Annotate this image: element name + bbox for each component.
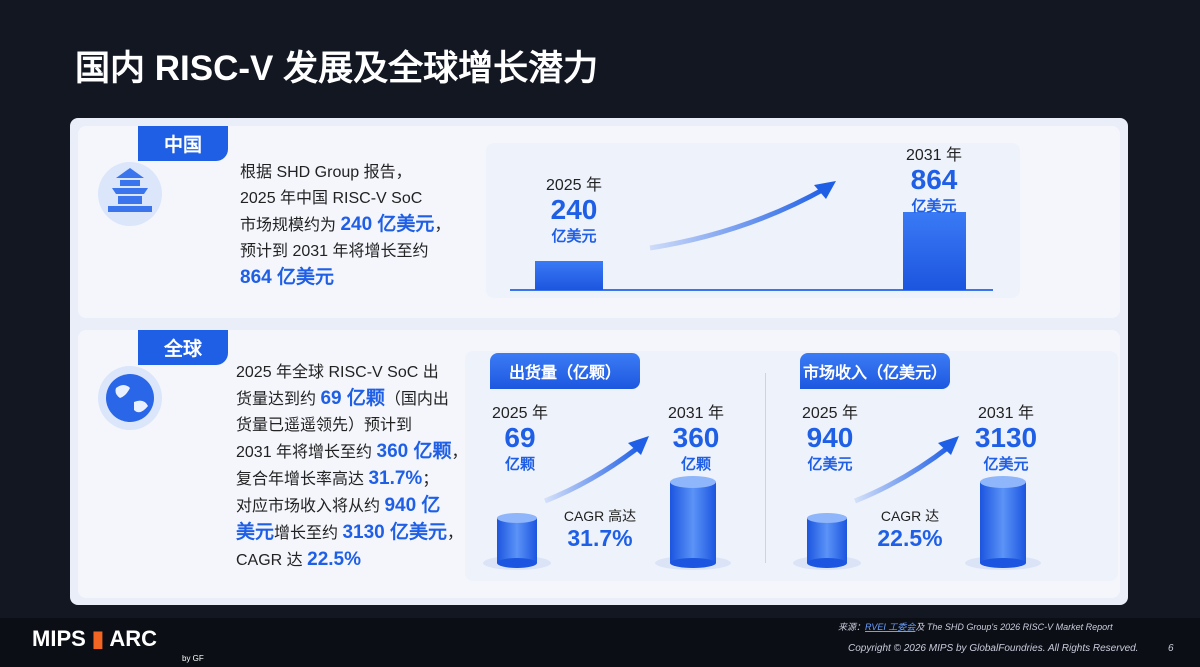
global-row: 全球 2025 年全球 RISC-V SoC 出货量达到约 69 亿颗（国内出货…	[78, 330, 1120, 598]
value: 940	[806, 422, 854, 453]
cagr-value: 22.5%	[877, 525, 943, 551]
global-panels: 出货量（亿颗） 2025 年 69 亿颗 2031 年 360 亿颗 CAGR 高达 31.7…	[465, 351, 1118, 581]
panel-graphic	[483, 436, 731, 570]
slide-title: 国内 RISC-V 发展及全球增长潜力	[75, 49, 599, 88]
highlight: 940 亿	[384, 495, 441, 516]
china-text: 根据 SHD Group 报告， 2025 年中国 RISC-V SoC 市场规模约…	[240, 160, 450, 292]
footer: MIPS ▮ ARC by GF 来源：RVEI 工委会及 The SHD Gr…	[0, 618, 1200, 667]
unit: 亿美元	[551, 228, 597, 245]
source: 来源：RVEI 工委会及 The SHD Group's 2026 RISC-V…	[838, 620, 1113, 633]
global-text: 2025 年全球 RISC-V SoC 出货量达到约 69 亿颗（国内出 货量已遥…	[236, 360, 468, 574]
year: 2025 年	[491, 405, 549, 422]
logo-arc: ARC	[109, 626, 157, 651]
logo-mips: MIPS	[32, 626, 86, 651]
china-row: 中国 根据 SHD Group 报告， 2025 年中国 RISC-V SoC 市场…	[78, 126, 1120, 318]
highlight: 240 亿美元	[340, 214, 435, 235]
text-run: 2031 年将增长至约	[236, 444, 377, 461]
logo-by: by GF	[182, 654, 204, 663]
text-line: 2031 年将增长至约 360 亿颗，	[236, 439, 468, 466]
text-line: 预计到 2031 年将增长至约	[240, 239, 450, 265]
text-run: ，	[451, 444, 468, 461]
text-line: 货量达到约 69 亿颗（国内出	[236, 386, 468, 413]
cagr-value: 31.7%	[567, 525, 633, 551]
unit: 亿颗	[504, 456, 535, 473]
text-line: 864 亿美元	[240, 265, 450, 292]
text-line: 美元增长至约 3130 亿美元，	[236, 520, 468, 547]
text-run: 货量已遥遥领先）预计到	[236, 417, 413, 434]
year-block: 2031 年 360 亿颗	[636, 399, 756, 474]
text-line: 货量已遥遥领先）预计到	[236, 413, 468, 439]
text-run: ，	[434, 217, 451, 234]
unit: 亿美元	[911, 198, 957, 215]
logo-sep: ▮	[91, 626, 105, 651]
highlight: 69 亿颗	[320, 388, 385, 409]
text-run: 预计到 2031 年将增长至约	[240, 243, 429, 260]
text-line: 对应市场收入将从约 940 亿	[236, 493, 468, 520]
highlight: 31.7%	[368, 468, 423, 489]
global-tag: 全球	[138, 330, 229, 365]
china-2025: 2025 年 240 亿美元	[514, 171, 634, 246]
text-run: 对应市场收入将从约	[236, 498, 385, 515]
highlight: 360 亿颗	[376, 441, 452, 462]
cagr-label: CAGR 达	[880, 508, 940, 524]
globe-icon	[98, 366, 162, 430]
highlight: 美元	[236, 522, 275, 543]
text-run: 增长至约	[274, 525, 343, 542]
year: 2031 年	[977, 405, 1035, 422]
year: 2031 年	[905, 147, 963, 164]
unit: 亿颗	[680, 456, 711, 473]
year: 2025 年	[545, 177, 603, 194]
china-chart-panel: 2025 年 240 亿美元 2031 年 864 亿美元	[486, 143, 1020, 298]
panel-header: 出货量（亿颗）	[490, 353, 640, 389]
highlight: 864 亿美元	[240, 267, 334, 288]
value: 360	[672, 422, 720, 453]
text-line: CAGR 达 22.5%	[236, 547, 468, 574]
year-block: 2025 年 69 亿颗	[460, 399, 580, 474]
unit: 亿美元	[807, 456, 853, 473]
unit: 亿美元	[983, 456, 1029, 473]
divider	[765, 373, 766, 563]
value: 864	[910, 164, 958, 195]
china-2031: 2031 年 864 亿美元	[874, 141, 994, 216]
text-run: 2025 年中国 RISC-V SoC	[240, 190, 423, 207]
value: 3130	[974, 422, 1038, 453]
panel-graphic	[793, 436, 1041, 570]
text-run: 市场规模约为	[240, 217, 341, 234]
text-line: 复合年增长率高达 31.7%；	[236, 466, 468, 493]
text-run: 2025 年全球 RISC-V SoC 出	[236, 364, 439, 381]
panel-header: 市场收入（亿美元）	[800, 353, 950, 389]
text-run: CAGR 达	[236, 552, 308, 569]
text-run: ；	[422, 471, 439, 488]
value: 240	[550, 194, 598, 225]
text-run: 货量达到约	[236, 391, 321, 408]
year: 2031 年	[667, 405, 725, 422]
china-graphic	[510, 181, 993, 291]
china-tag: 中国	[138, 126, 229, 161]
logo: MIPS ▮ ARC	[32, 626, 157, 652]
source-link[interactable]: RVEI 工委会	[865, 622, 916, 632]
cagr-label: CAGR 高达	[563, 508, 637, 524]
highlight: 3130 亿美元	[342, 522, 448, 543]
temple-icon	[98, 162, 162, 226]
year: 2025 年	[801, 405, 859, 422]
highlight: 22.5%	[307, 549, 361, 570]
text-run: 根据 SHD Group 报告，	[240, 164, 412, 181]
year-block: 2031 年 3130 亿美元	[946, 399, 1066, 474]
text-line: 2025 年中国 RISC-V SoC	[240, 186, 450, 212]
text-line: 根据 SHD Group 报告，	[240, 160, 450, 186]
page-number: 6	[1168, 643, 1174, 654]
copyright: Copyright © 2026 MIPS by GlobalFoundries…	[848, 643, 1139, 654]
source-rest: 及 The SHD Group's 2026 RISC-V Market Rep…	[915, 622, 1113, 632]
text-run: （国内出	[384, 391, 449, 408]
text-line: 2025 年全球 RISC-V SoC 出	[236, 360, 468, 386]
content-card: 中国 根据 SHD Group 报告， 2025 年中国 RISC-V SoC 市场…	[70, 118, 1128, 605]
value: 69	[504, 422, 536, 453]
text-run: 复合年增长率高达	[236, 471, 369, 488]
text-line: 市场规模约为 240 亿美元，	[240, 212, 450, 239]
year-block: 2025 年 940 亿美元	[770, 399, 890, 474]
text-run: ，	[447, 525, 464, 542]
source-prefix: 来源：	[838, 622, 866, 632]
